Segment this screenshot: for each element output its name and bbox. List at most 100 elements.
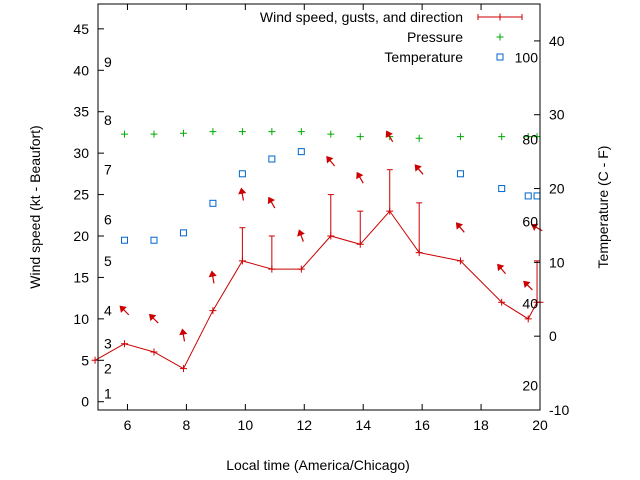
wind-speed-point	[150, 348, 158, 356]
pressure-point	[415, 134, 423, 142]
temperature-point	[456, 170, 464, 178]
temperature-point	[533, 192, 541, 200]
x-tick-label: 8	[183, 417, 191, 433]
temperature-point	[150, 236, 158, 244]
temperature-point	[121, 236, 129, 244]
legend: Wind speed, gusts, and direction Pressure…	[260, 9, 523, 65]
wind-direction-arrow	[356, 171, 364, 184]
y-tick-label-left: 45	[73, 21, 89, 37]
temperature-point	[209, 199, 217, 207]
x-tick-label: 18	[473, 417, 489, 433]
y-tick-label-left: 0	[81, 394, 89, 410]
axes: 6 8 10 12 14 16 18 20051015202530354045-1001020…	[73, 4, 569, 433]
wind-direction-arrow	[414, 164, 424, 175]
beaufort-label: 8	[104, 112, 112, 128]
pressure-point	[533, 133, 541, 141]
wind-speed-point	[179, 365, 187, 373]
wind-speed-point	[91, 356, 99, 364]
y-tick-label-left: 5	[81, 352, 89, 368]
pressure-point	[498, 133, 506, 141]
temperature-point	[498, 185, 506, 193]
temperature-point	[268, 155, 276, 163]
beaufort-label: 5	[104, 253, 112, 269]
wind-speed-point	[524, 315, 532, 323]
wind-direction-arrow	[208, 270, 217, 284]
beaufort-label: 4	[104, 303, 112, 319]
y-tick-label-right: -10	[549, 402, 569, 418]
y-tick-label-left: 35	[73, 104, 89, 120]
wind-speed-point	[356, 240, 364, 248]
y-tick-label-left: 40	[73, 62, 89, 78]
wind-speed-point	[268, 265, 276, 273]
temperature-point	[297, 148, 305, 156]
pressure-point	[209, 128, 217, 136]
x-tick-label: 14	[355, 417, 371, 433]
wind-speed-point	[386, 207, 394, 215]
beaufort-label: 6	[104, 211, 112, 227]
pressure-point	[456, 133, 464, 141]
wind-speed-point	[297, 265, 305, 273]
pressure-point	[356, 133, 364, 141]
wind-speed-line	[94, 210, 540, 370]
y-tick-label-right: 20	[549, 181, 565, 197]
legend-label: Wind speed, gusts, and direction	[260, 9, 463, 25]
wind-direction-arrow	[267, 196, 276, 209]
y-tick-label-left: 15	[73, 269, 89, 285]
pressure-point	[268, 128, 276, 136]
wind-direction-arrow	[497, 263, 507, 275]
wind-direction-arrow	[385, 130, 394, 143]
pressure-point	[238, 128, 246, 136]
wind-direction-arrow	[523, 280, 533, 291]
pressure-point	[121, 130, 129, 138]
y-tick-label-right: 0	[549, 328, 557, 344]
chart-series-layer	[91, 128, 544, 373]
x-tick-label: 6	[124, 417, 132, 433]
fahrenheit-label: 100	[515, 49, 539, 65]
wind-speed-point	[238, 257, 246, 265]
beaufort-label: 9	[104, 54, 112, 70]
beaufort-label: 2	[104, 361, 112, 377]
pressure-point	[327, 130, 335, 138]
fahrenheit-label: 20	[522, 377, 538, 393]
wind-speed-point	[209, 307, 217, 315]
y-tick-label-right: 40	[549, 33, 565, 49]
temperature-point	[238, 170, 246, 178]
y-tick-label-left: 10	[73, 311, 89, 327]
beaufort-label: 1	[104, 385, 112, 401]
legend-swatch-pressure	[496, 33, 504, 41]
wind-direction-arrow	[530, 223, 543, 232]
temperature-point	[524, 192, 532, 200]
x-tick-label: 16	[414, 417, 430, 433]
legend-label: Temperature	[384, 49, 463, 65]
legend-swatch-temperature	[496, 53, 504, 61]
wind-speed-point	[456, 257, 464, 265]
plot-frame	[97, 3, 541, 411]
x-tick-label: 10	[238, 417, 254, 433]
wind-direction-arrow	[297, 229, 305, 242]
legend-label: Pressure	[407, 29, 463, 45]
y-tick-label-left: 25	[73, 187, 89, 203]
wind-direction-arrow	[119, 305, 130, 316]
wind-speed-point	[415, 249, 423, 257]
y-tick-label-right: 30	[549, 107, 565, 123]
wind-direction-arrow	[455, 222, 465, 233]
wind-speed-point	[121, 340, 129, 348]
fahrenheit-label: 60	[522, 213, 538, 229]
pressure-point	[179, 129, 187, 137]
wind-speed-point	[498, 298, 506, 306]
y-tick-label-left: 30	[73, 145, 89, 161]
wind-direction-arrow	[326, 156, 336, 167]
x-tick-label: 20	[532, 417, 548, 433]
temperature-point	[179, 229, 187, 237]
beaufort-label: 3	[104, 336, 112, 352]
pressure-point	[297, 128, 305, 136]
wind-direction-arrow	[179, 328, 188, 342]
y-tick-label-left: 20	[73, 228, 89, 244]
wind-direction-arrow	[238, 187, 247, 201]
fahrenheit-label: 80	[522, 131, 538, 147]
fahrenheit-label: 40	[522, 295, 538, 311]
beaufort-label: 7	[104, 162, 112, 178]
x-axis-label: Local time (America/Chicago)	[226, 457, 410, 473]
y-axis-label-left: Wind speed (kt - Beaufort)	[27, 125, 43, 288]
